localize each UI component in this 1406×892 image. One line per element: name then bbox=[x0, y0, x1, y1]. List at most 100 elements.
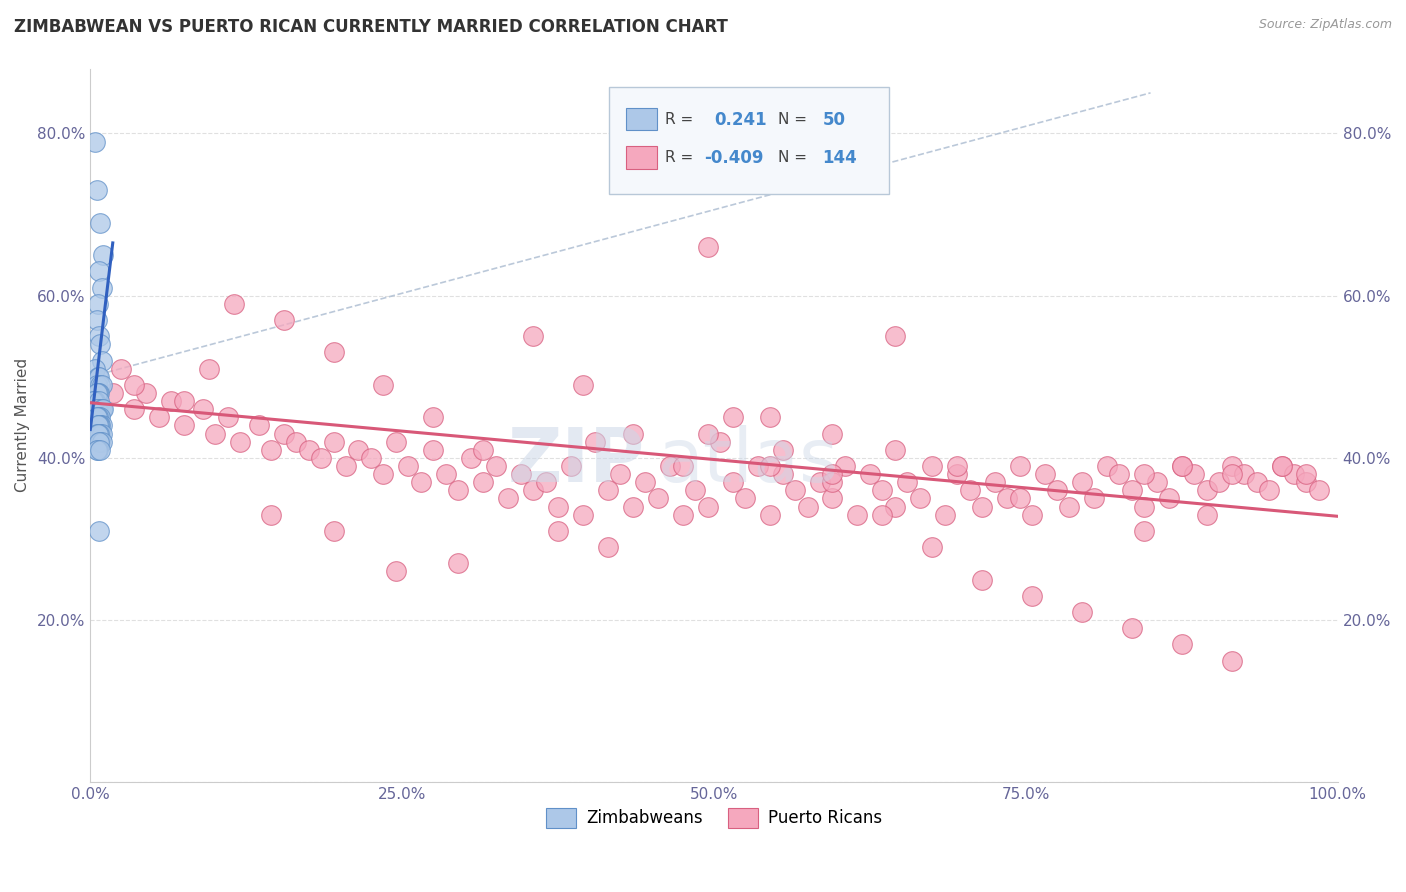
Point bbox=[90, 418, 112, 433]
Point bbox=[84, 361, 107, 376]
Point bbox=[872, 508, 894, 522]
Point bbox=[796, 500, 818, 514]
Point bbox=[921, 458, 943, 473]
Point bbox=[1258, 483, 1281, 498]
Point bbox=[87, 386, 110, 401]
Point bbox=[198, 361, 221, 376]
Point bbox=[647, 491, 669, 506]
Text: N =: N = bbox=[778, 151, 807, 165]
Point bbox=[1095, 458, 1118, 473]
Text: R =: R = bbox=[665, 151, 693, 165]
Point bbox=[883, 442, 905, 457]
Point bbox=[335, 458, 357, 473]
Point bbox=[135, 386, 157, 401]
Point bbox=[1071, 605, 1094, 619]
Point bbox=[547, 500, 569, 514]
Point bbox=[86, 313, 108, 327]
Point bbox=[721, 475, 744, 490]
Point bbox=[87, 524, 110, 538]
Point bbox=[1195, 483, 1218, 498]
Point bbox=[859, 467, 882, 482]
Point bbox=[934, 508, 956, 522]
Point bbox=[808, 475, 831, 490]
Point bbox=[447, 557, 470, 571]
Point bbox=[89, 434, 111, 449]
Point bbox=[983, 475, 1005, 490]
Point bbox=[946, 467, 969, 482]
Point bbox=[1233, 467, 1256, 482]
Point bbox=[1008, 458, 1031, 473]
Point bbox=[759, 458, 782, 473]
Point bbox=[273, 313, 295, 327]
Text: 144: 144 bbox=[823, 149, 858, 167]
Point bbox=[122, 377, 145, 392]
Point bbox=[86, 386, 108, 401]
Point bbox=[87, 369, 110, 384]
Point bbox=[759, 508, 782, 522]
Point bbox=[1308, 483, 1330, 498]
Point bbox=[1046, 483, 1069, 498]
Point bbox=[1133, 467, 1156, 482]
Point bbox=[1033, 467, 1056, 482]
Point bbox=[260, 442, 283, 457]
Point bbox=[86, 442, 108, 457]
Point bbox=[1282, 467, 1305, 482]
Point bbox=[1083, 491, 1105, 506]
Point bbox=[396, 458, 419, 473]
Point bbox=[297, 442, 319, 457]
Point bbox=[90, 280, 112, 294]
Point bbox=[709, 434, 731, 449]
Point bbox=[1133, 500, 1156, 514]
Point bbox=[89, 418, 111, 433]
Point bbox=[572, 508, 595, 522]
Point bbox=[229, 434, 252, 449]
Point bbox=[1133, 524, 1156, 538]
Point bbox=[547, 524, 569, 538]
Point bbox=[1021, 589, 1043, 603]
Point bbox=[89, 410, 111, 425]
Point bbox=[721, 410, 744, 425]
Point bbox=[672, 458, 695, 473]
Point bbox=[173, 418, 195, 433]
Point bbox=[596, 540, 619, 554]
Point bbox=[846, 508, 869, 522]
Point bbox=[659, 458, 682, 473]
Point bbox=[87, 402, 110, 417]
Point bbox=[148, 410, 170, 425]
Point bbox=[1295, 467, 1317, 482]
Point bbox=[1159, 491, 1181, 506]
Point bbox=[422, 442, 444, 457]
Point bbox=[609, 467, 631, 482]
Point bbox=[972, 500, 994, 514]
Point bbox=[447, 483, 470, 498]
Point bbox=[672, 508, 695, 522]
Point bbox=[821, 467, 844, 482]
Point bbox=[1146, 475, 1168, 490]
Point bbox=[87, 442, 110, 457]
Point bbox=[90, 377, 112, 392]
Point bbox=[472, 442, 495, 457]
Point bbox=[534, 475, 557, 490]
Point bbox=[572, 377, 595, 392]
Point bbox=[883, 329, 905, 343]
Point bbox=[347, 442, 370, 457]
Point bbox=[87, 434, 110, 449]
Point bbox=[173, 394, 195, 409]
Point bbox=[101, 386, 124, 401]
Text: ZIMBABWEAN VS PUERTO RICAN CURRENTLY MARRIED CORRELATION CHART: ZIMBABWEAN VS PUERTO RICAN CURRENTLY MAR… bbox=[14, 18, 728, 36]
Point bbox=[1170, 637, 1192, 651]
Point bbox=[87, 264, 110, 278]
Point bbox=[1170, 458, 1192, 473]
Point bbox=[322, 524, 344, 538]
Point bbox=[496, 491, 519, 506]
Point bbox=[322, 434, 344, 449]
Point bbox=[921, 540, 943, 554]
Point bbox=[908, 491, 931, 506]
Point bbox=[585, 434, 607, 449]
Point bbox=[285, 434, 308, 449]
Point bbox=[90, 402, 112, 417]
Point bbox=[434, 467, 457, 482]
Point bbox=[385, 565, 408, 579]
Point bbox=[87, 386, 110, 401]
Point bbox=[1021, 508, 1043, 522]
